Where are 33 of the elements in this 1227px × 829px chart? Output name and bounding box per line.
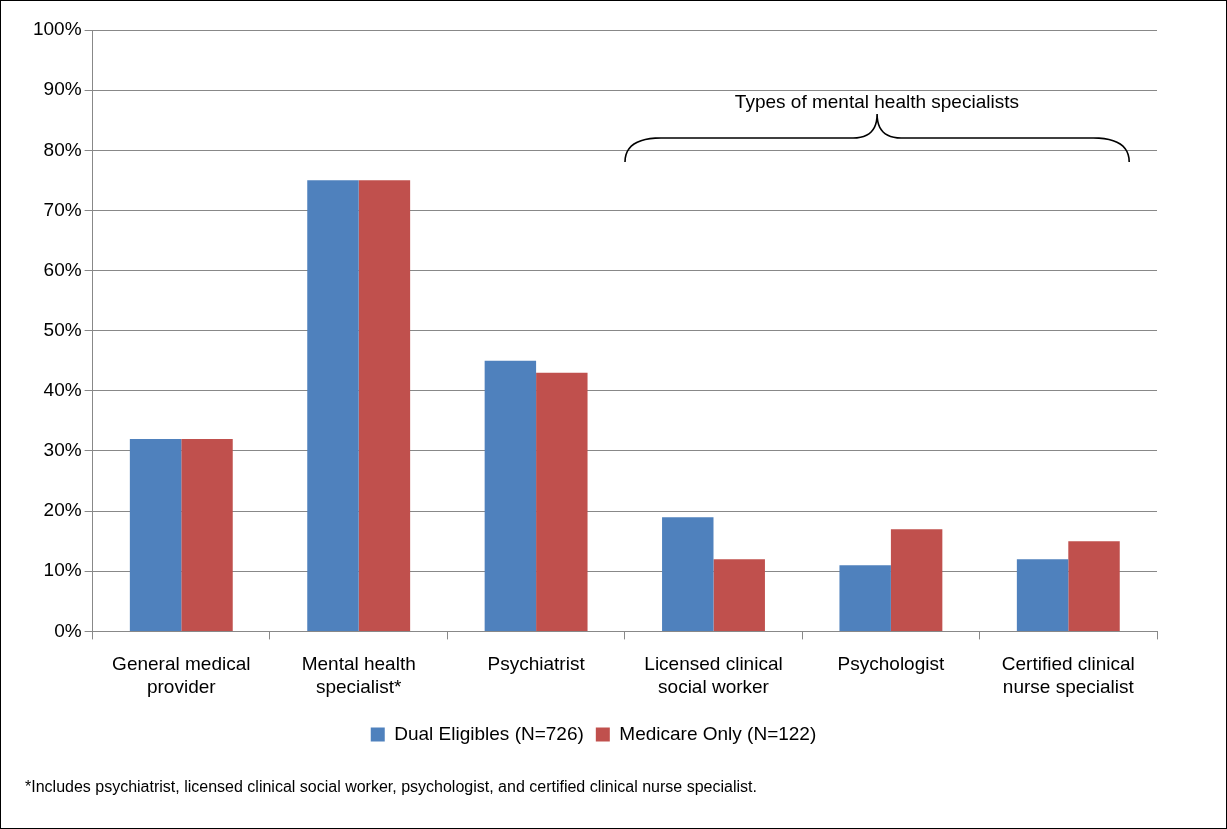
x-tick-label: Licensed clinical social worker — [644, 653, 783, 697]
bar — [358, 180, 411, 631]
x-tick-label: Mental health specialist* — [301, 653, 416, 697]
x-tick-label: Psychiatrist — [487, 653, 586, 675]
y-tick-label: 40% — [43, 379, 82, 401]
x-tick-label: General medical provider — [112, 653, 251, 697]
bar — [307, 180, 359, 631]
y-tick-label: 70% — [43, 198, 82, 220]
bar — [484, 360, 537, 631]
y-tick-label: 100% — [32, 18, 82, 40]
y-tick-label: 60% — [43, 258, 82, 280]
y-tick-label: 0% — [54, 619, 82, 641]
bar — [890, 529, 943, 631]
y-tick-label: 20% — [43, 499, 82, 521]
bar — [1016, 559, 1069, 631]
bar — [713, 559, 765, 631]
x-tick-label: Psychologist — [837, 653, 945, 675]
bar — [839, 565, 891, 631]
text: *Includes psychiatrist, licensed clinical social worker, psychologist, and certified clinical nurse specialist. — [25, 778, 757, 796]
legend-label: Dual Eligibles (N=726) — [394, 722, 584, 744]
y-tick-label: 90% — [43, 78, 82, 100]
x-tick-label: Certified clinical nurse specialist — [1001, 653, 1135, 697]
y-tick-label: 30% — [43, 439, 82, 461]
y-tick-label: 50% — [43, 318, 82, 340]
bar — [181, 438, 233, 631]
y-tick-label: 10% — [43, 559, 82, 581]
bar — [536, 372, 588, 631]
annotation: Types of mental health specialists — [734, 91, 1019, 113]
y-tick-label: 80% — [43, 138, 82, 160]
bar — [129, 438, 182, 631]
bar — [1068, 541, 1120, 631]
bar — [662, 517, 714, 631]
legend-label: Medicare Only (N=122) — [619, 722, 817, 744]
